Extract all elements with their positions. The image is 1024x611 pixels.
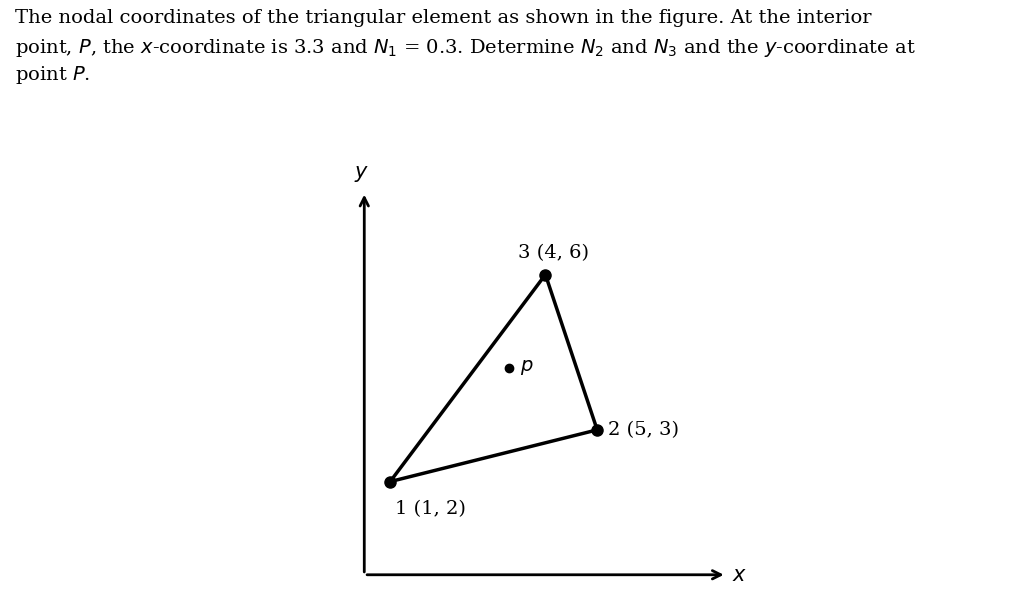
Text: The nodal coordinates of the triangular element as shown in the figure. At the i: The nodal coordinates of the triangular … — [15, 9, 871, 27]
Text: 3 (4, 6): 3 (4, 6) — [518, 244, 589, 262]
Text: $y$: $y$ — [354, 164, 370, 184]
Text: $\it{p}$: $\it{p}$ — [519, 358, 534, 377]
Text: point $P$.: point $P$. — [15, 64, 90, 86]
Text: 2 (5, 3): 2 (5, 3) — [607, 421, 679, 439]
Text: 1 (1, 2): 1 (1, 2) — [395, 500, 466, 518]
Text: $x$: $x$ — [732, 565, 746, 585]
Text: point, $P$, the $x$-coordinate is 3.3 and $N_1$ = 0.3. Determine $N_2$ and $N_3$: point, $P$, the $x$-coordinate is 3.3 an… — [15, 37, 916, 59]
